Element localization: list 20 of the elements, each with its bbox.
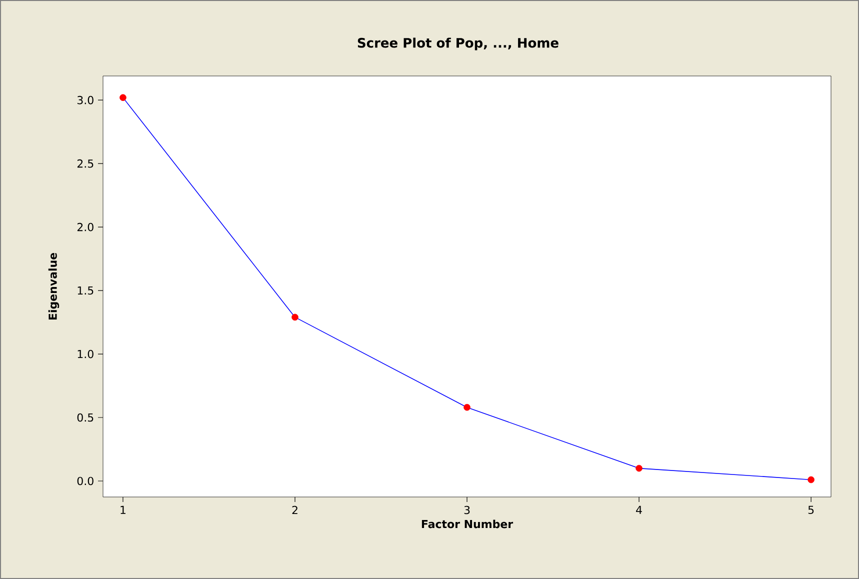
x-tick-label: 5 bbox=[808, 506, 814, 514]
y-tick-label: 0.5 bbox=[77, 413, 94, 422]
x-axis-title: Factor Number bbox=[422, 520, 514, 528]
y-tick-label: 3.0 bbox=[77, 96, 94, 104]
x-tick-label: 4 bbox=[636, 506, 642, 514]
point bbox=[808, 476, 814, 484]
y-tick-label: 0.0 bbox=[77, 476, 94, 486]
x-tick-label: 2 bbox=[292, 506, 298, 514]
point bbox=[292, 314, 298, 321]
point bbox=[636, 464, 642, 472]
x-tick-label: 1 bbox=[120, 506, 126, 514]
chart-title: Scree Plot of Pop, ..., Home bbox=[358, 38, 558, 50]
y-tick-label: 1.5 bbox=[78, 286, 94, 295]
x-tick-label: 3 bbox=[464, 506, 470, 514]
y-tick-label: 2.0 bbox=[77, 222, 94, 232]
y-tick-label: 2.5 bbox=[77, 159, 94, 168]
point bbox=[464, 404, 470, 411]
y-tick-label: 1.0 bbox=[78, 350, 94, 358]
y-axis-title: Eigenvalue bbox=[48, 252, 60, 320]
point bbox=[120, 94, 126, 101]
